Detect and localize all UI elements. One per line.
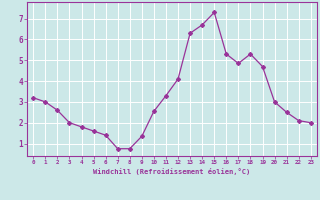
- X-axis label: Windchill (Refroidissement éolien,°C): Windchill (Refroidissement éolien,°C): [93, 168, 251, 175]
